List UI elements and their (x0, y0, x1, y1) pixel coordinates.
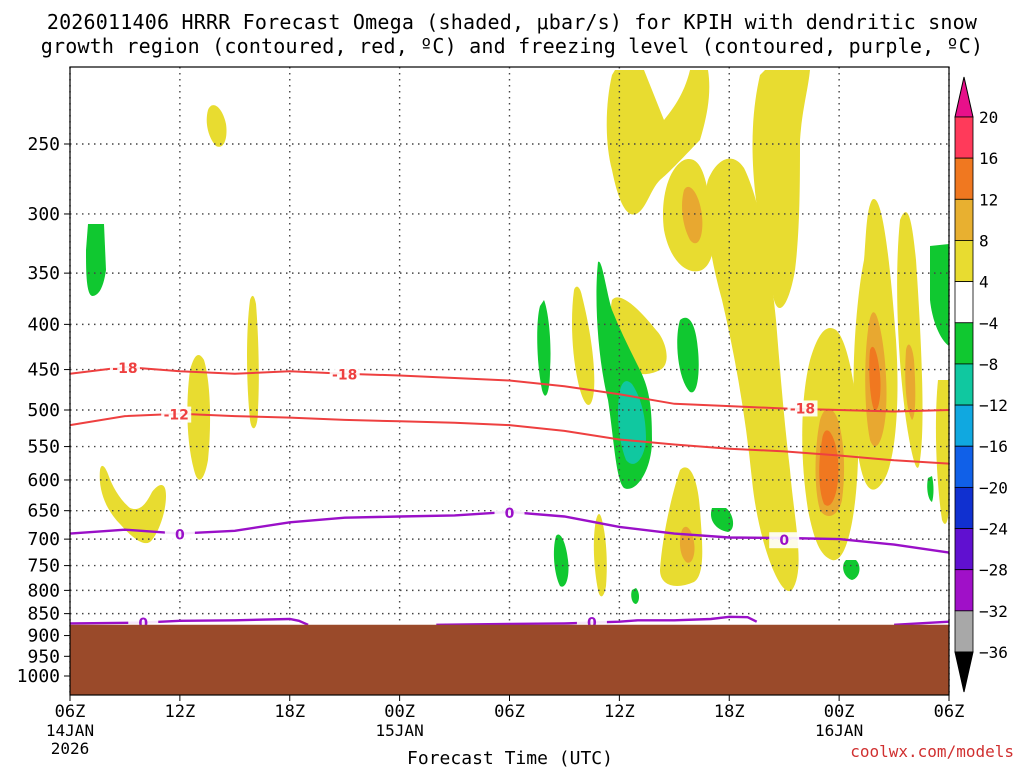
y-tick-label: 1000 (17, 666, 60, 687)
colorbar-swatch (954, 486, 974, 529)
contour-label-bg (329, 366, 360, 383)
dgz-contour-line (69, 412, 950, 465)
contour-label: -18 (790, 401, 815, 417)
y-tick-label: 550 (27, 437, 60, 458)
colorbar-label: −32 (979, 602, 1008, 621)
colorbar-label: −16 (979, 437, 1008, 456)
contour-label-bg (161, 406, 192, 423)
colorbar-label: 4 (979, 273, 989, 292)
gridlines (69, 67, 950, 695)
pressure-axis: 2503003504004505005506006507007508008509… (17, 134, 70, 687)
contour-lines: -18 -18 -18 -12 0 0 0 0 0 (69, 359, 950, 632)
contour-label: -18 (332, 368, 357, 384)
colorbar-swatch (954, 322, 974, 365)
colorbar-swatch (954, 281, 974, 324)
x-axis-label: Forecast Time (UTC) (407, 748, 613, 768)
colorbar-swatch (954, 198, 974, 241)
colorbar-swatch (954, 610, 974, 653)
contour-label: 0 (175, 528, 185, 544)
x-tick-label: 00Z (384, 702, 415, 722)
contour-label-bg (769, 532, 800, 549)
colorbar-bottom-arrow (954, 651, 974, 693)
omega-shading (86, 70, 949, 604)
watermark: coolwx.com/models (850, 742, 1014, 761)
y-tick-label: 400 (27, 314, 60, 335)
y-tick-label: 650 (27, 501, 60, 522)
colorbar-swatch (954, 363, 974, 406)
chart-title-line-1: 2026011406 HRRR Forecast Omega (shaded, … (46, 10, 978, 34)
x-tick-date: 15JAN (376, 721, 424, 740)
x-tick-label: 06Z (934, 702, 965, 722)
colorbar-label: −24 (979, 520, 1008, 539)
y-tick-label: 450 (27, 360, 60, 381)
x-tick-label: 18Z (714, 702, 745, 722)
colorbar-top-arrow (954, 76, 974, 118)
contour-label-bg (109, 359, 140, 376)
colorbar-label: 20 (979, 108, 998, 127)
contour-label: 0 (587, 616, 597, 632)
y-tick-label: 900 (27, 626, 60, 647)
y-tick-label: 300 (27, 204, 60, 225)
y-tick-label: 600 (27, 470, 60, 491)
colorbar-label: −12 (979, 396, 1008, 415)
freezing-level-line (894, 620, 950, 626)
y-tick-label: 500 (27, 400, 60, 421)
colorbar-swatch (954, 116, 974, 159)
colorbar-label: −20 (979, 478, 1008, 497)
x-tick-label: 12Z (165, 702, 196, 722)
x-tick-date: 16JAN (815, 721, 863, 740)
ground-below-surface (70, 624, 949, 695)
colorbar-label: 12 (979, 190, 998, 209)
colorbar-swatch (954, 528, 974, 571)
y-tick-label: 350 (27, 263, 60, 284)
colorbar-swatch (954, 240, 974, 283)
y-tick-label: 700 (27, 529, 60, 550)
y-tick-label: 800 (27, 580, 60, 601)
y-tick-label: 750 (27, 556, 60, 577)
colorbar-swatch (954, 445, 974, 488)
contour-label-bg (494, 505, 525, 522)
colorbar-label: 8 (979, 231, 989, 250)
x-tick-year: 2026 (51, 739, 90, 758)
colorbar-swatch (954, 569, 974, 612)
colorbar-legend: 20 16 12 8 4 −4 −8 −12 −16 −20 −24 −28 −32 −36 (954, 76, 1008, 693)
contour-label: -12 (164, 408, 189, 424)
x-tick-label: 06Z (55, 702, 86, 722)
contour-label: 0 (138, 616, 148, 632)
colorbar-label: 16 (979, 149, 998, 168)
contour-label-bg (164, 526, 195, 543)
contour-label: 0 (505, 506, 515, 522)
colorbar-label: −8 (979, 355, 998, 374)
y-tick-label: 950 (27, 646, 60, 667)
y-tick-label: 850 (27, 604, 60, 625)
colorbar-label: −4 (979, 314, 998, 333)
freezing-level-line (436, 615, 758, 626)
x-tick-label: 18Z (274, 702, 305, 722)
x-tick-label: 12Z (604, 702, 635, 722)
x-tick-label: 06Z (494, 702, 525, 722)
colorbar-label: −36 (979, 643, 1008, 662)
y-tick-label: 250 (27, 134, 60, 155)
contour-label-bg (787, 400, 818, 417)
chart-title-line-2: growth region (contoured, red, ºC) and f… (40, 34, 984, 58)
colorbar-label: −28 (979, 561, 1008, 580)
x-tick-date: 14JAN (46, 721, 94, 740)
x-tick-label: 00Z (824, 702, 855, 722)
colorbar-swatch (954, 157, 974, 200)
contour-label: -18 (112, 361, 137, 377)
contour-label: 0 (779, 533, 789, 549)
colorbar-swatch (954, 404, 974, 447)
